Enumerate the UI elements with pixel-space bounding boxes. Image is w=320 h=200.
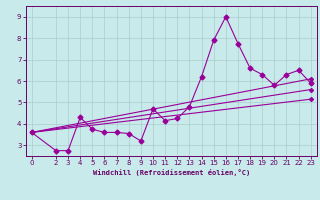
X-axis label: Windchill (Refroidissement éolien,°C): Windchill (Refroidissement éolien,°C)	[92, 169, 250, 176]
